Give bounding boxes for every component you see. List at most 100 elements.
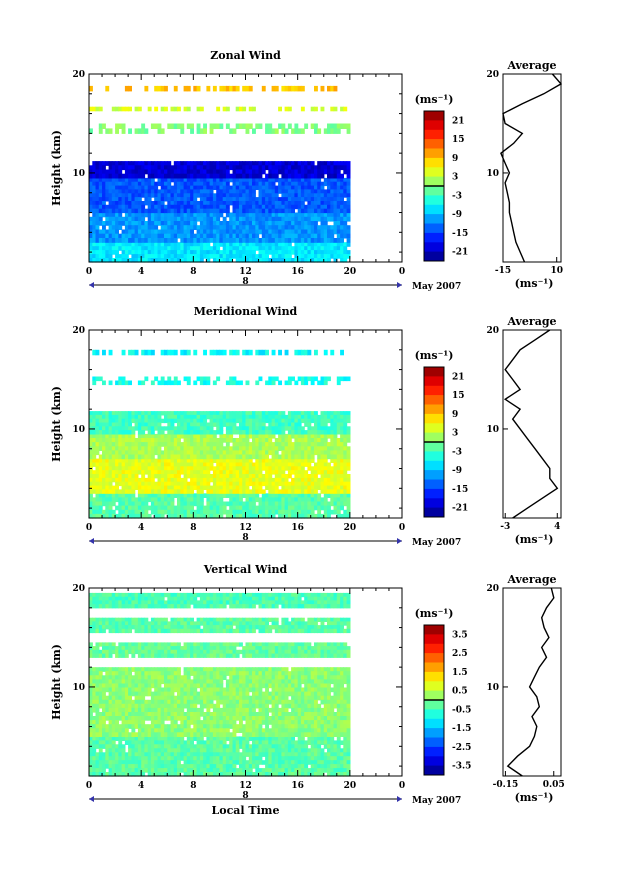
heatmap-cell: [252, 454, 256, 460]
heatmap-cell: [333, 225, 338, 230]
heatmap-cell: [115, 430, 119, 435]
heatmap-cell: [323, 493, 328, 498]
heatmap-cell: [105, 181, 110, 187]
heatmap-cell: [346, 489, 351, 494]
heatmap-cell: [294, 422, 299, 427]
heatmap-cell: [199, 254, 204, 259]
heatmap-cell: [278, 185, 282, 190]
heatmap-cell: [105, 238, 110, 243]
heatmap-cell: [336, 744, 341, 749]
heatmap-cell: [115, 169, 119, 175]
heatmap-cell: [248, 254, 253, 259]
heatmap-cell: [199, 216, 204, 222]
heatmap-cell: [150, 177, 155, 183]
heatmap-cell: [183, 193, 188, 198]
heatmap-cell: [219, 85, 224, 92]
heatmap-cell: [131, 189, 136, 194]
heatmap-cell: [209, 477, 214, 483]
heatmap-cell: [154, 376, 159, 382]
heatmap-cell: [284, 748, 289, 753]
heatmap-cell: [258, 181, 263, 187]
heatmap-cell: [242, 123, 247, 129]
heatmap-cell: [330, 229, 335, 235]
heatmap-cell: [291, 165, 295, 171]
heatmap-cell: [118, 225, 123, 230]
heatmap-cell: [115, 744, 119, 749]
heatmap-cell: [203, 181, 207, 187]
heatmap-cell: [108, 454, 113, 460]
heatmap-cell: [310, 505, 315, 511]
heatmap-cell: [173, 462, 178, 467]
heatmap-cell: [222, 177, 227, 183]
heatmap-cell: [196, 430, 201, 435]
heatmap-cell: [284, 254, 289, 259]
heatmap-cell: [147, 349, 152, 356]
heatmap-cell: [167, 212, 172, 218]
heatmap-cell: [320, 740, 325, 745]
heatmap-cell: [294, 201, 299, 206]
heatmap-cell: [180, 418, 185, 424]
heatmap-cell: [245, 422, 250, 427]
heatmap-cell: [102, 458, 106, 463]
heatmap-cell: [327, 181, 331, 187]
heatmap-cell: [314, 505, 318, 511]
heatmap-cell: [144, 177, 149, 183]
heatmap-cell: [340, 238, 344, 243]
heatmap-cell: [196, 466, 201, 471]
heatmap-cell: [173, 250, 178, 255]
heatmap-cell: [98, 470, 103, 475]
heatmap-cell: [160, 740, 165, 745]
heatmap-cell: [336, 501, 341, 507]
heatmap-cell: [229, 414, 234, 420]
heatmap-cell: [190, 225, 194, 230]
heatmap-cell: [287, 380, 292, 386]
heatmap-cell: [317, 418, 322, 424]
heatmap-cell: [317, 481, 322, 487]
heatmap-cell: [108, 173, 113, 179]
heatmap-cell: [287, 466, 292, 471]
heatmap-cell: [245, 438, 250, 443]
heatmap-cell: [268, 173, 273, 179]
heatmap-cell: [258, 513, 263, 519]
colorbar-swatch: [424, 451, 444, 462]
heatmap-cell: [245, 169, 250, 175]
heatmap-cell: [121, 426, 126, 431]
heatmap-cell: [137, 216, 142, 222]
heatmap-cell: [203, 380, 207, 386]
heatmap-cell: [115, 246, 119, 251]
heatmap-cell: [199, 493, 204, 498]
heatmap-cell: [304, 501, 309, 507]
heatmap-cell: [278, 201, 282, 206]
heatmap-cell: [212, 438, 217, 443]
heatmap-cell: [300, 177, 305, 183]
heatmap-cell: [111, 414, 116, 420]
heatmap-cell: [134, 422, 139, 427]
heatmap-cell: [150, 418, 155, 424]
heatmap-cell: [98, 497, 103, 503]
heatmap-cell: [271, 189, 276, 194]
heatmap-cell: [281, 474, 286, 479]
heatmap-cell: [297, 229, 302, 235]
heatmap-cell: [235, 225, 240, 230]
heatmap-cell: [186, 197, 191, 202]
heatmap-cell: [128, 258, 132, 263]
heatmap-cell: [154, 481, 159, 487]
heatmap-cell: [111, 470, 116, 475]
heatmap-cell: [190, 450, 194, 456]
heatmap-cell: [268, 470, 273, 475]
heatmap-cell: [340, 165, 344, 171]
heatmap-cell: [108, 229, 113, 235]
heatmap-cell: [245, 497, 250, 503]
heatmap-cell: [291, 128, 295, 134]
heatmap-cell: [327, 212, 331, 218]
heatmap-cell: [183, 513, 188, 519]
heatmap-cell: [141, 493, 146, 498]
heatmap-cell: [111, 736, 116, 741]
heatmap-cell: [105, 493, 110, 498]
heatmap-cell: [193, 233, 198, 239]
heatmap-cell: [196, 233, 201, 239]
heatmap-cell: [203, 485, 207, 490]
heatmap-cell: [310, 430, 315, 435]
heatmap-cell: [177, 229, 181, 235]
heatmap-cell: [281, 246, 286, 251]
